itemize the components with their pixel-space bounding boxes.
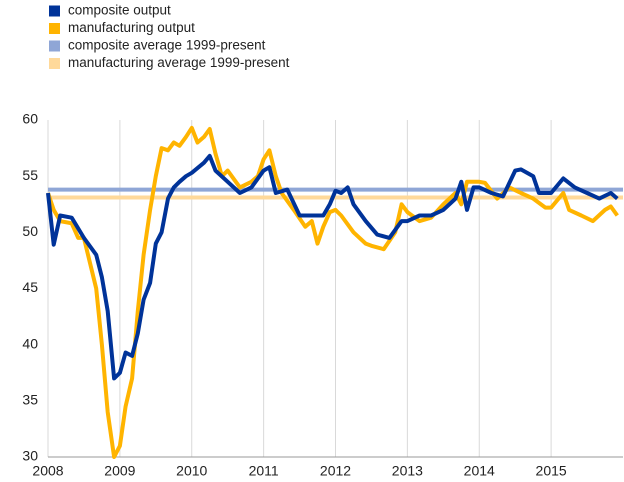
legend-label: composite output — [68, 3, 171, 18]
y-tick-label: 35 — [22, 392, 38, 408]
legend-label: manufacturing output — [68, 20, 195, 35]
y-tick-label: 30 — [22, 448, 38, 464]
legend-label: manufacturing average 1999-present — [68, 55, 290, 70]
y-tick-label: 50 — [22, 223, 38, 239]
legend-swatch — [49, 23, 60, 34]
legend-swatch — [49, 40, 60, 52]
x-tick-label: 2011 — [249, 463, 279, 479]
legend-swatch — [49, 58, 60, 69]
x-tick-label: 2009 — [104, 463, 135, 479]
x-tick-label: 2013 — [392, 463, 423, 479]
x-tick-label: 2008 — [32, 463, 63, 479]
legend-swatch — [49, 5, 60, 17]
y-tick-label: 45 — [22, 279, 38, 295]
data-line — [46, 153, 619, 381]
x-tick-label: 2010 — [176, 463, 207, 479]
x-tick-label: 2015 — [536, 463, 567, 479]
legend-label: composite average 1999-present — [68, 38, 266, 53]
y-tick-label: 55 — [22, 167, 38, 183]
y-tick-label: 40 — [22, 335, 38, 351]
x-tick-label: 2012 — [320, 463, 351, 479]
y-tick-label: 60 — [22, 111, 38, 127]
x-tick-label: 2014 — [464, 463, 495, 479]
